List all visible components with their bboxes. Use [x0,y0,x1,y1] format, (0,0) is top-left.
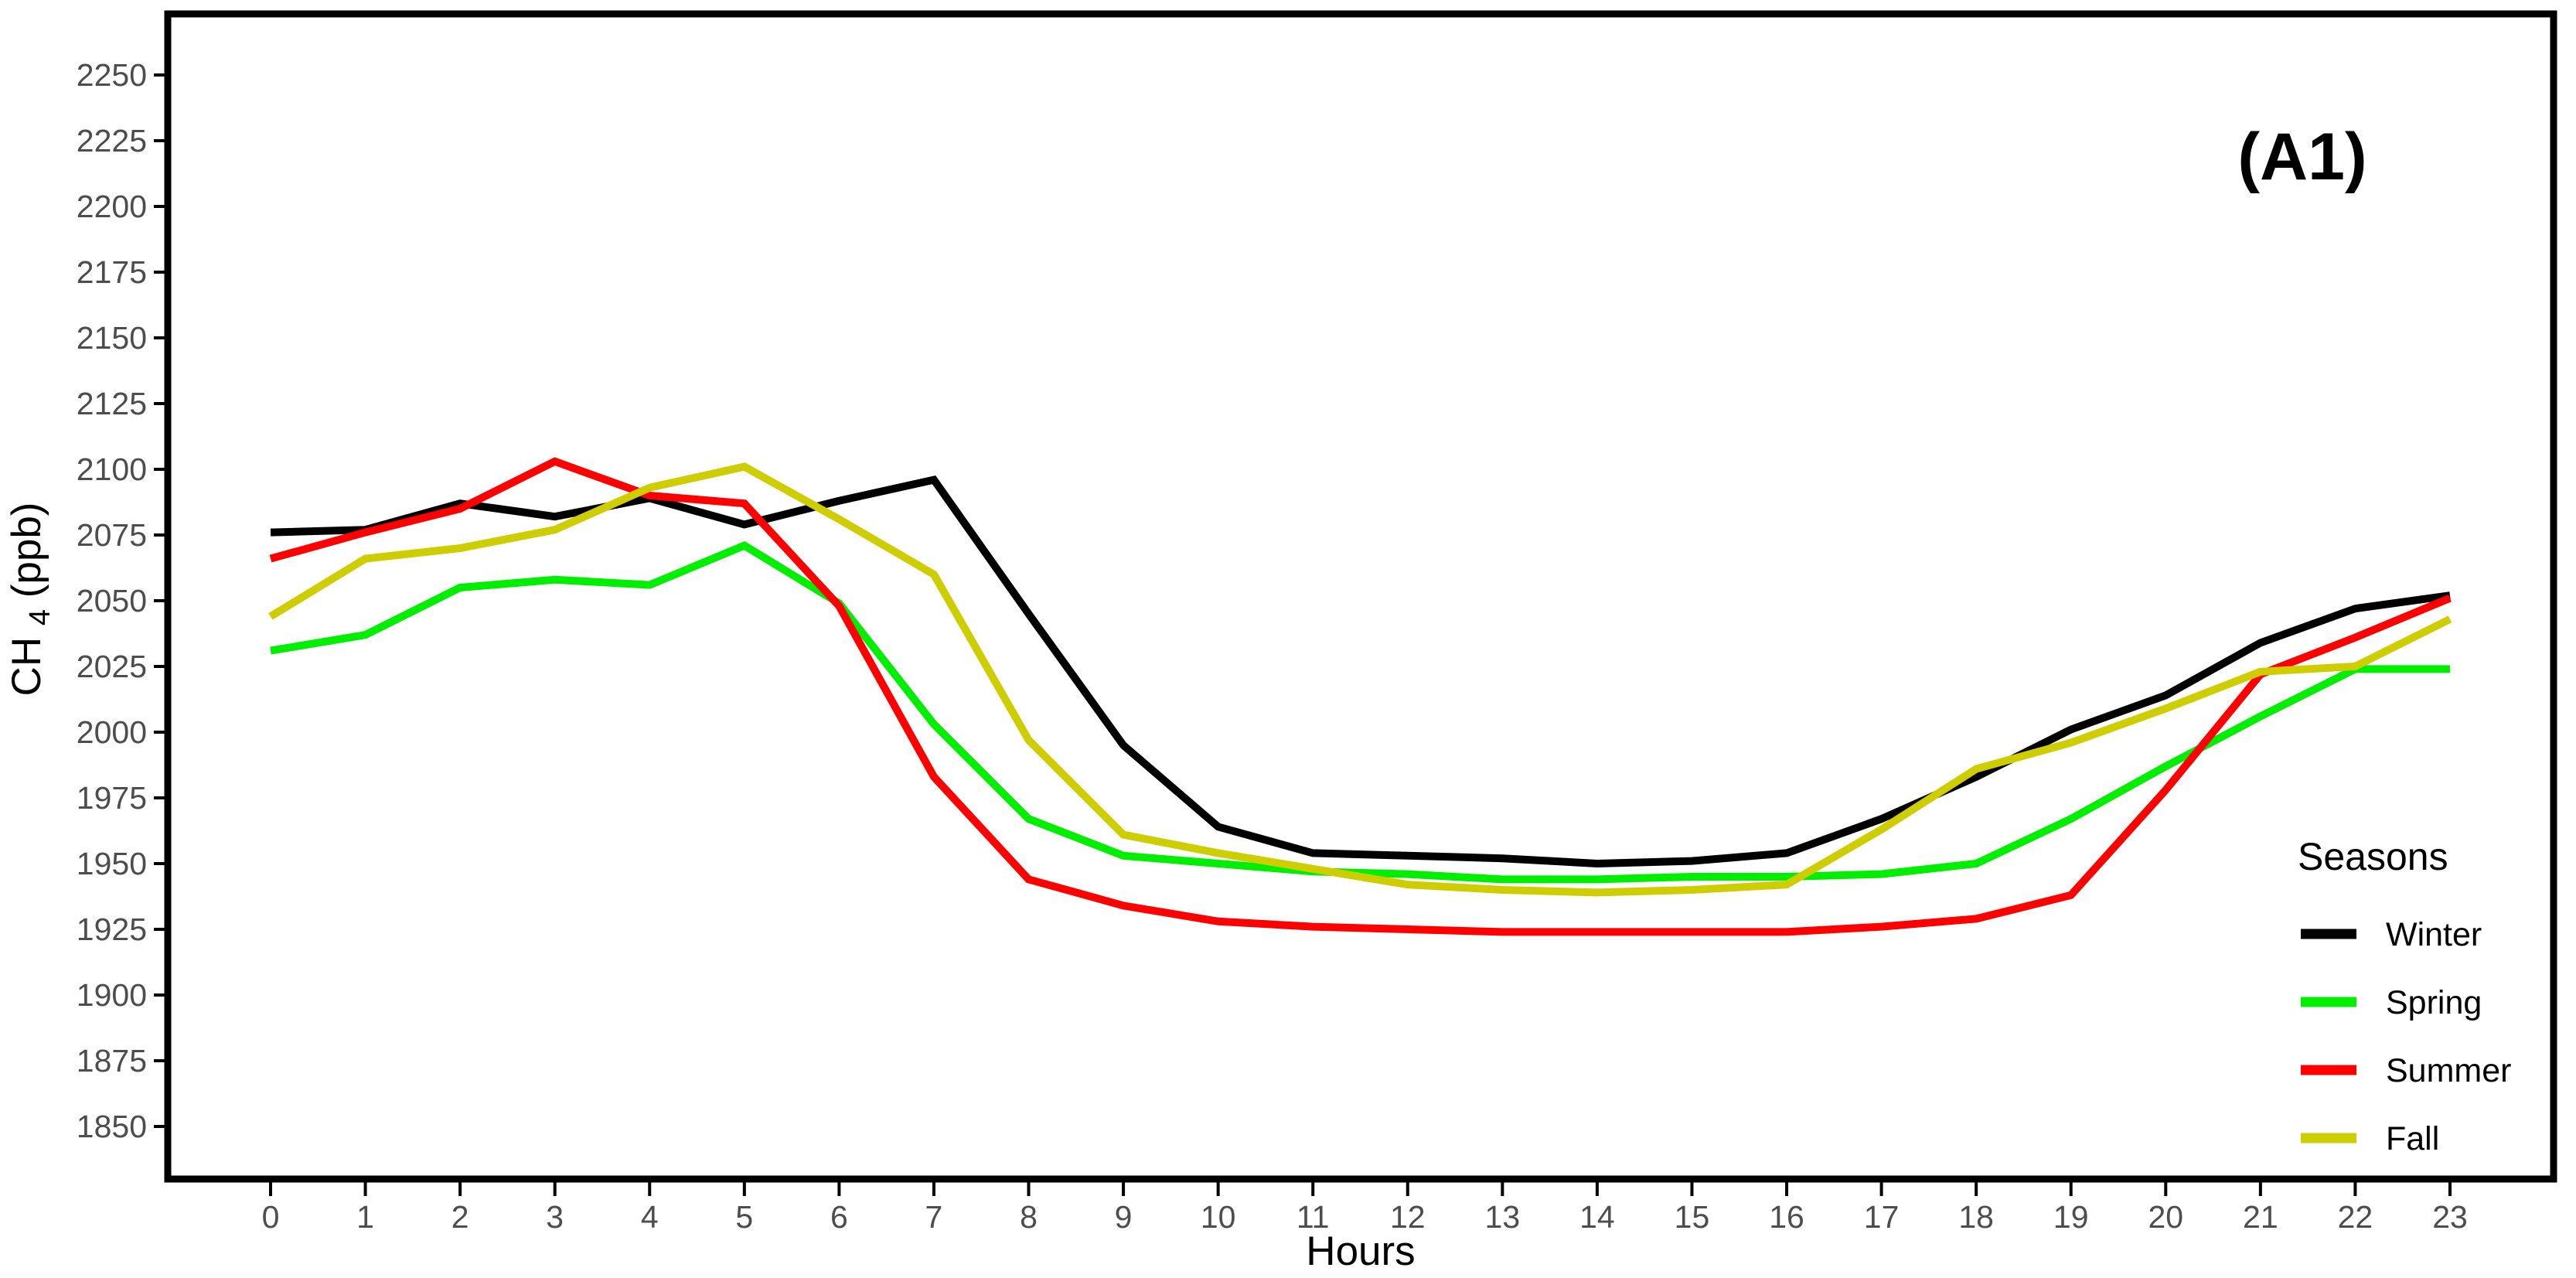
legend-title: Seasons [2298,835,2448,878]
legend-label-winter: Winter [2386,916,2482,953]
legend-entries: Winter Spring Summer Fall [2301,916,2511,1157]
series-line-winter [270,475,2451,868]
x-axis-tick-labels: 0 1 2 3 4 5 6 7 8 9 10 11 12 13 14 15 16 17 18 19 20 21 22 23 [262,1199,2468,1235]
legend-label-spring: Spring [2386,984,2482,1021]
series-line-fall [268,462,2452,897]
x-tick-label: 9 [1115,1199,1133,1235]
x-axis-title: Hours [1306,1229,1415,1274]
y-tick-label: 2150 [77,320,147,356]
x-tick-label: 23 [2432,1199,2468,1235]
y-tick-label: 2050 [77,583,147,619]
x-tick-label: 3 [546,1199,564,1235]
x-tick-label: 8 [1020,1199,1038,1235]
y-tick-label: 2000 [77,714,147,750]
x-tick-label: 16 [1769,1199,1804,1235]
y-tick-label: 1950 [77,846,147,881]
y-tick-label: 1850 [77,1109,147,1144]
x-tick-label: 6 [830,1199,848,1235]
y-tick-label: 2125 [77,386,147,421]
x-tick-label: 14 [1579,1199,1615,1235]
y-tick-label: 2100 [77,452,147,487]
y-tick-label: 2075 [77,517,147,553]
data-series-lines [268,457,2452,936]
y-tick-label: 2175 [77,254,147,290]
x-tick-label: 15 [1675,1199,1710,1235]
legend-label-summer: Summer [2386,1052,2511,1089]
y-axis-ticks [154,73,165,1128]
x-tick-label: 0 [262,1199,280,1235]
legend-item-summer: Summer [2301,1052,2511,1089]
x-tick-label: 5 [735,1199,753,1235]
series-line-spring [270,541,2450,884]
legend-label-fall: Fall [2386,1120,2439,1157]
y-tick-label: 2200 [77,189,147,224]
legend-item-spring: Spring [2301,984,2482,1021]
x-axis-ticks [269,1182,2452,1196]
y-tick-label: 1900 [77,977,147,1013]
plot-panel-border [164,10,2557,1183]
legend: Seasons Winter Spring Summer Fall [2298,835,2511,1157]
x-tick-label: 10 [1201,1199,1236,1235]
x-tick-label: 19 [2053,1199,2089,1235]
y-axis-title-subscript: 4 [24,609,56,625]
y-tick-label: 1875 [77,1043,147,1079]
y-axis-title-main: CH [4,637,49,697]
x-tick-label: 17 [1864,1199,1900,1235]
y-axis-title: CH 4 (ppb) [4,503,59,697]
legend-item-winter: Winter [2301,916,2482,953]
legend-item-fall: Fall [2301,1120,2439,1157]
y-axis-tick-labels: 1850 1875 1900 1925 1950 1975 2000 2025 2050 2075… [77,57,147,1144]
y-tick-label: 2025 [77,649,147,684]
series-line-summer [269,457,2452,936]
x-tick-label: 21 [2243,1199,2278,1235]
x-tick-label: 2 [451,1199,469,1235]
x-tick-label: 11 [1297,1199,1330,1235]
y-tick-label: 2250 [77,57,147,93]
x-tick-label: 12 [1390,1199,1426,1235]
y-tick-label: 1975 [77,780,147,816]
y-tick-label: 1925 [77,912,147,947]
x-tick-label: 20 [2148,1199,2183,1235]
x-tick-label: 22 [2338,1199,2373,1235]
x-tick-label: 1 [356,1199,374,1235]
figure-panel-label: (A1) [2237,120,2366,194]
x-tick-label: 13 [1485,1199,1521,1235]
y-tick-label: 2225 [77,123,147,158]
x-tick-label: 4 [641,1199,659,1235]
y-axis-title-units: (ppb) [4,503,49,598]
x-tick-label: 18 [1958,1199,1994,1235]
x-tick-label: 7 [925,1199,943,1235]
